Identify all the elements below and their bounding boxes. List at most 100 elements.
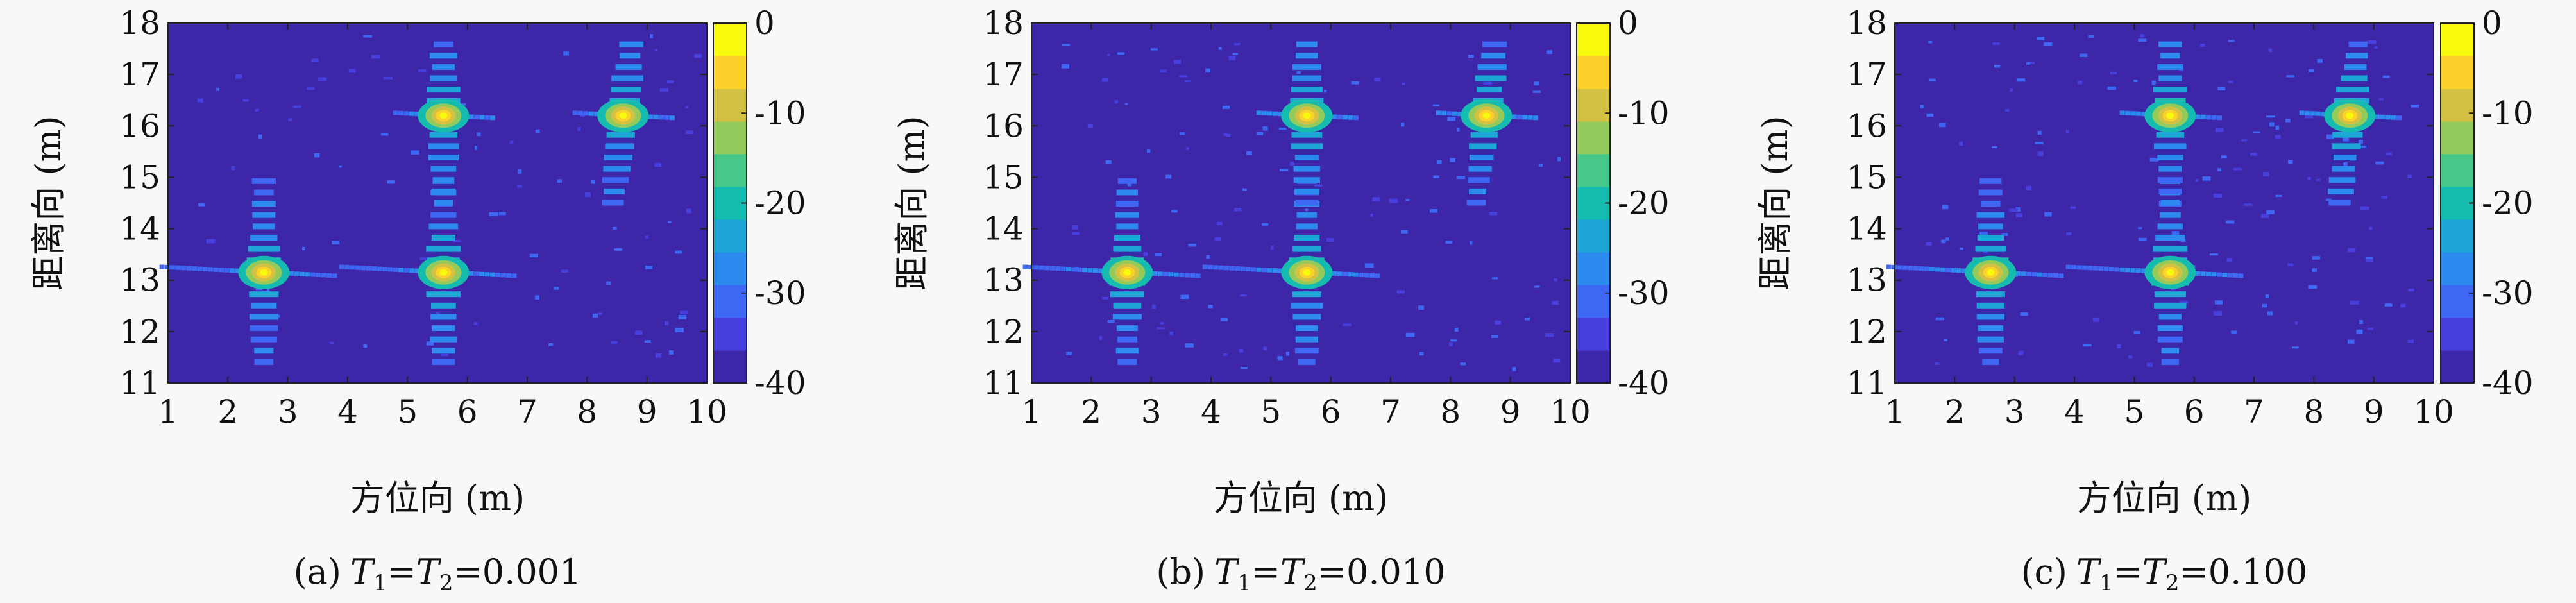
clutter-speckle — [1389, 198, 1398, 203]
clutter-speckle — [2009, 208, 2019, 212]
x-tick-label: 1 — [158, 393, 178, 430]
caption-symbol-t: T — [350, 552, 376, 592]
azimuth-sidelobe — [2081, 265, 2087, 270]
range-sidelobe — [1978, 325, 2004, 332]
clutter-speckle — [1242, 188, 1247, 191]
range-sidelobe — [429, 132, 458, 138]
clutter-speckle — [2149, 158, 2158, 162]
clutter-speckle — [1396, 290, 1405, 294]
range-sidelobe — [1291, 132, 1323, 138]
clutter-speckle — [2343, 137, 2349, 142]
azimuth-sidelobe — [2195, 114, 2201, 119]
range-sidelobe — [2157, 336, 2183, 343]
range-sidelobe — [2328, 200, 2351, 206]
clutter-speckle — [235, 74, 242, 79]
y-axis-label: 距离向 (m) — [1755, 115, 1795, 291]
clutter-speckle — [216, 87, 220, 91]
clutter-speckle — [2262, 303, 2267, 308]
clutter-speckle — [1552, 300, 1559, 305]
colorbar-segment — [713, 89, 747, 122]
azimuth-sidelobe — [1446, 111, 1452, 116]
azimuth-sidelobe — [1262, 268, 1267, 273]
main-lobe — [439, 112, 448, 119]
clutter-speckle — [1186, 147, 1189, 151]
colorbar-segment — [1577, 154, 1610, 187]
colorbar-segment — [1577, 350, 1610, 384]
azimuth-sidelobe — [1452, 111, 1457, 116]
range-sidelobe — [604, 154, 632, 160]
range-sidelobe — [1113, 302, 1142, 309]
range-sidelobe — [606, 132, 635, 138]
clutter-speckle — [1538, 164, 1543, 167]
main-lobe — [2166, 112, 2174, 119]
main-lobe — [260, 269, 268, 276]
range-sidelobe — [1298, 359, 1316, 365]
clutter-speckle — [1185, 343, 1194, 348]
clutter-speckle — [2080, 53, 2088, 57]
azimuth-sidelobe — [648, 114, 654, 119]
azimuth-sidelobe — [1240, 266, 1246, 271]
clutter-speckle — [2202, 176, 2211, 181]
range-sidelobe — [603, 166, 631, 172]
range-sidelobe — [1114, 234, 1140, 241]
azimuth-sidelobe — [1343, 115, 1348, 120]
clutter-speckle — [2347, 339, 2355, 344]
range-sidelobe — [2344, 64, 2367, 70]
clutter-speckle — [2285, 119, 2291, 123]
clutter-speckle — [2226, 257, 2233, 262]
clutter-speckle — [2026, 185, 2032, 191]
x-tick-label: 8 — [577, 393, 597, 430]
clutter-speckle — [2374, 46, 2378, 49]
clutter-speckle — [339, 165, 342, 168]
range-sidelobe — [254, 348, 274, 354]
azimuth-sidelobe — [2042, 273, 2048, 278]
clutter-speckle — [2375, 161, 2384, 165]
range-sidelobe — [1112, 314, 1142, 320]
caption-symbol-t: T — [1280, 552, 1306, 592]
image-field — [1022, 41, 1561, 371]
clutter-speckle — [509, 140, 514, 144]
azimuth-sidelobe — [1092, 268, 1098, 273]
colorbar-tick-label: 0 — [2482, 4, 2502, 42]
range-sidelobe — [430, 314, 457, 320]
x-tick-label: 2 — [1081, 393, 1101, 430]
azimuth-sidelobe — [659, 115, 665, 120]
clutter-speckle — [348, 69, 356, 73]
range-sidelobe — [1470, 132, 1498, 138]
clutter-speckle — [535, 295, 539, 300]
range-sidelobe — [250, 336, 277, 343]
x-tick-label: 7 — [517, 393, 538, 430]
clutter-speckle — [2252, 131, 2260, 133]
azimuth-sidelobe — [1278, 268, 1284, 273]
clutter-speckle — [1942, 205, 1949, 210]
azimuth-sidelobe — [2141, 112, 2147, 117]
clutter-speckle — [1372, 197, 1380, 201]
y-tick-label: 12 — [1846, 313, 1887, 350]
main-lobe — [1303, 112, 1311, 119]
clutter-speckle — [2128, 355, 2133, 359]
range-sidelobe — [1477, 64, 1507, 70]
clutter-speckle — [1234, 42, 1241, 46]
clutter-speckle — [2267, 311, 2273, 316]
clutter-speckle — [694, 53, 702, 58]
main-lobe — [1303, 269, 1311, 276]
clutter-speckle — [1992, 146, 1997, 149]
clutter-speckle — [675, 328, 684, 333]
azimuth-sidelobe — [1441, 110, 1447, 115]
azimuth-sidelobe — [289, 271, 294, 276]
y-tick-label: 16 — [119, 107, 160, 144]
clutter-speckle — [1285, 352, 1289, 356]
range-sidelobe — [605, 143, 634, 149]
clutter-speckle — [1143, 252, 1148, 257]
clutter-speckle — [1296, 71, 1301, 74]
azimuth-sidelobe — [1332, 271, 1337, 276]
range-sidelobe — [430, 336, 457, 343]
clutter-speckle — [1449, 342, 1453, 347]
clutter-speckle — [1099, 335, 1103, 340]
clutter-speckle — [231, 166, 235, 171]
clutter-speckle — [2070, 206, 2076, 209]
clutter-speckle — [1483, 81, 1492, 85]
clutter-speckle — [2213, 193, 2223, 198]
clutter-speckle — [1262, 126, 1268, 131]
clutter-speckle — [2228, 80, 2233, 83]
